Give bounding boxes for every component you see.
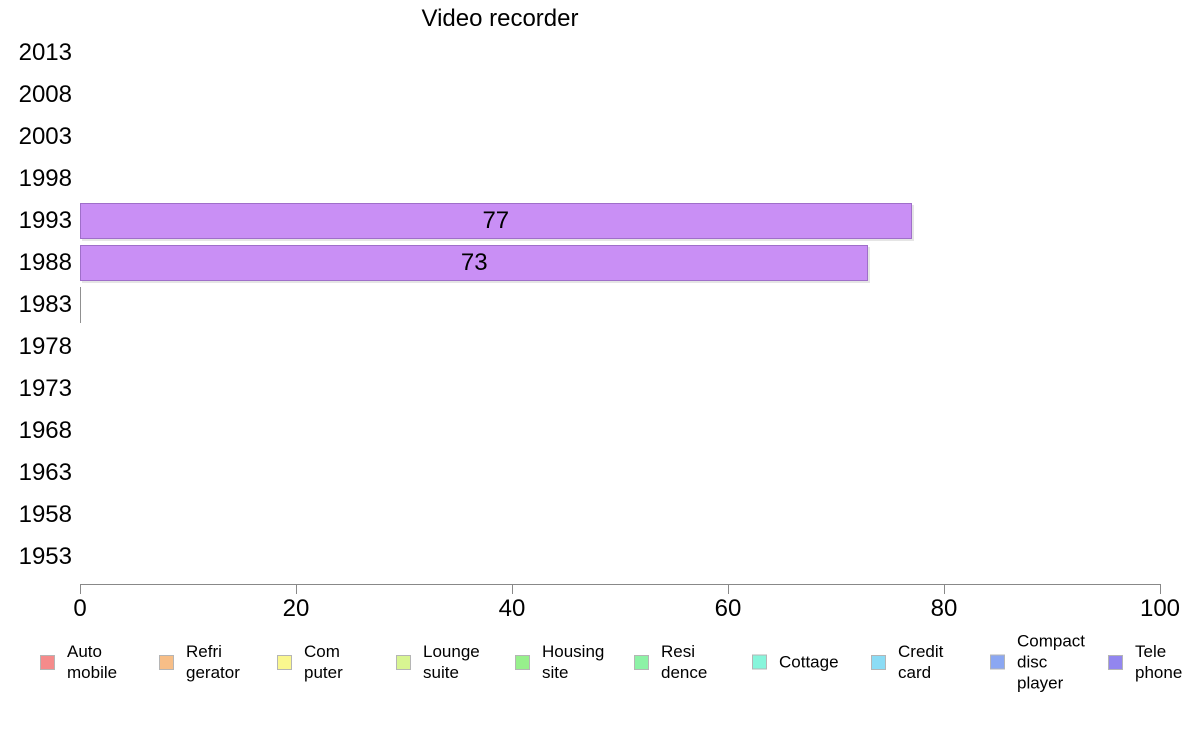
y-axis-label: 1968 (18, 417, 72, 444)
legend-swatch (396, 654, 411, 670)
legend-swatch (752, 654, 767, 670)
y-axis-label: 1993 (18, 207, 72, 234)
x-axis-tick (1160, 584, 1161, 594)
legend-item: Lounge suite (396, 641, 499, 683)
y-axis-labels: 2013 2008 2003 1998 1993 1988 1983 1978 1973 1968… (0, 32, 72, 578)
y-axis-label: 1978 (18, 333, 72, 360)
legend-item-label: Tele phone (1135, 642, 1183, 682)
legend-item: Com puter (277, 641, 380, 683)
legend-swatch (990, 654, 1005, 670)
legend-swatch (1108, 654, 1123, 670)
legend-swatch (277, 654, 292, 670)
chart-title: Video recorder (421, 5, 579, 32)
legend-swatch (515, 654, 530, 670)
legend-item: Credit card (871, 641, 974, 683)
x-axis-tick-label: 80 (930, 595, 958, 622)
legend-item-label: Auto mobile (67, 642, 118, 682)
bar-row (80, 410, 1160, 452)
x-axis-line (80, 584, 1161, 585)
bar-value-label: 77 (482, 207, 510, 234)
bar-row: 73 (80, 242, 1160, 284)
legend-item-label: Lounge suite (423, 642, 480, 682)
y-axis-label: 2003 (18, 123, 72, 150)
y-axis-label: 1958 (18, 501, 72, 528)
bar-value-label: 73 (460, 249, 488, 276)
legend-item-label: Com puter (304, 642, 343, 682)
legend-item-label: Refri gerator (186, 642, 240, 682)
bar-row (80, 452, 1160, 494)
legend-item: Cottage (752, 652, 839, 673)
bar-row: 77 (80, 200, 1160, 242)
x-axis-tick (80, 584, 81, 594)
legend-item-label: Compact disc player (1017, 631, 1086, 693)
legend-item: Housing site (515, 641, 618, 683)
legend-item-label: Housing site (542, 642, 605, 682)
bar: 73 (80, 245, 869, 281)
bar-row (80, 368, 1160, 410)
legend-item: Compact disc player (990, 631, 1093, 694)
x-axis-tick-label: 40 (498, 595, 526, 622)
x-axis-tick-label: 20 (282, 595, 310, 622)
legend-item: Resi dence (634, 641, 737, 683)
x-axis-tick (296, 584, 297, 594)
y-axis-label: 1988 (18, 249, 72, 276)
bar-row (80, 116, 1160, 158)
legend-item-label: Resi dence (661, 642, 708, 682)
x-axis-tick (944, 584, 945, 594)
x-axis-tick-label: 60 (714, 595, 742, 622)
x-axis-tick-label: 0 (73, 595, 87, 622)
legend-item-label: Cottage (779, 652, 839, 672)
bar-row (80, 74, 1160, 116)
legend-swatch (159, 654, 174, 670)
bar-row (80, 326, 1160, 368)
plot-area: 77 73 (80, 32, 1160, 578)
bar-row (80, 284, 1160, 326)
y-axis-label: 1983 (18, 291, 72, 318)
legend-item: Tele phone (1108, 641, 1188, 683)
legend-swatch (871, 654, 886, 670)
bar: 77 (80, 203, 912, 239)
bar-row (80, 536, 1160, 578)
y-axis-label: 2013 (18, 39, 72, 66)
legend-swatch (634, 654, 649, 670)
y-axis-label: 2008 (18, 81, 72, 108)
x-axis-tick-label: 100 (1139, 595, 1181, 622)
y-axis-label: 1998 (18, 165, 72, 192)
legend-item: Auto mobile (40, 641, 143, 683)
y-axis-label: 1953 (18, 543, 72, 570)
bar-row (80, 32, 1160, 74)
y-axis-label: 1963 (18, 459, 72, 486)
bar-row (80, 494, 1160, 536)
legend-item: Refri gerator (159, 641, 262, 683)
legend-swatch (40, 654, 55, 670)
x-axis-tick (728, 584, 729, 594)
bar-row (80, 158, 1160, 200)
y-axis-label: 1973 (18, 375, 72, 402)
legend-item-label: Credit card (898, 642, 944, 682)
x-axis-tick (512, 584, 513, 594)
zero-value-bar (80, 287, 81, 323)
